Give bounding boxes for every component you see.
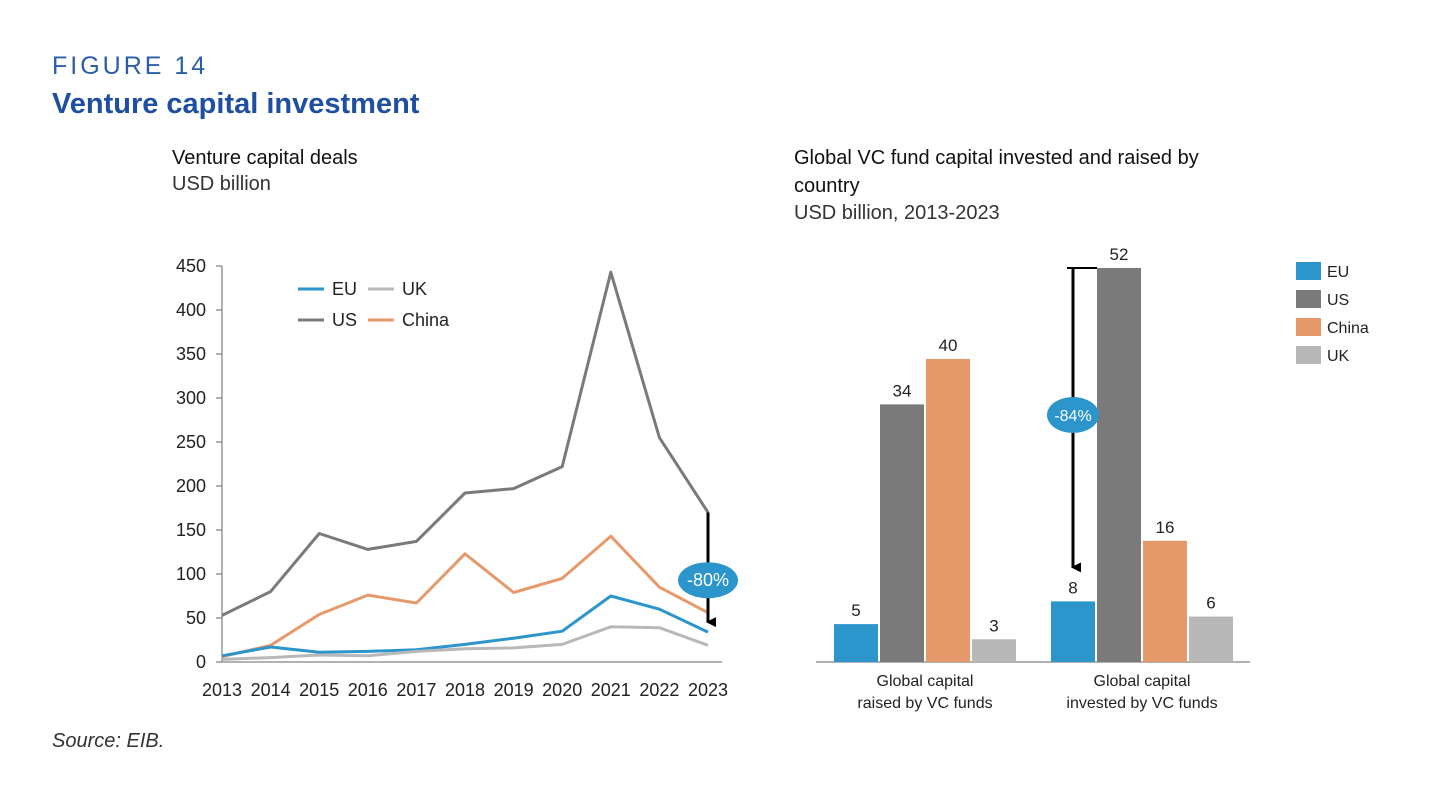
figure-label: FIGURE 14 — [52, 52, 209, 80]
bar-value-label: 3 — [989, 616, 998, 635]
bar-us-1 — [880, 404, 924, 662]
bar-chart-title: Global VC fund capital invested and rais… — [794, 147, 1199, 197]
bar-value-label: 6 — [1206, 594, 1215, 613]
x-tick-label: 2013 — [202, 680, 242, 700]
line-chart-title: Venture capital deals — [172, 147, 358, 169]
bar-value-label: 52 — [1110, 245, 1129, 264]
bar-value-label: 8 — [1068, 578, 1077, 597]
legend-label-china: China — [402, 310, 450, 330]
y-tick-label: 300 — [176, 388, 206, 408]
x-tick-label: 2019 — [494, 680, 534, 700]
bar-chart-subtitle: USD billion, 2013-2023 — [794, 202, 1000, 224]
x-tick-label: 2018 — [445, 680, 485, 700]
bar-eu-1 — [834, 624, 878, 662]
bar-legend-label-us: US — [1327, 292, 1349, 309]
bar-us-2 — [1097, 268, 1141, 662]
x-tick-label: 2020 — [542, 680, 582, 700]
x-tick-label: 2023 — [688, 680, 728, 700]
legend-label-eu: EU — [332, 279, 357, 299]
x-tick-label: 2015 — [299, 680, 339, 700]
bar-value-label: 40 — [939, 336, 958, 355]
y-tick-label: 0 — [196, 652, 206, 672]
x-tick-label: 2017 — [396, 680, 436, 700]
bar-value-label: 16 — [1156, 518, 1175, 537]
bar-value-label: 34 — [893, 381, 912, 400]
category-label: invested by VC funds — [1066, 695, 1217, 712]
category-label: raised by VC funds — [857, 695, 992, 712]
y-tick-label: 200 — [176, 476, 206, 496]
y-tick-label: 150 — [176, 520, 206, 540]
y-tick-label: 350 — [176, 344, 206, 364]
bar-legend-swatch-uk — [1296, 346, 1321, 364]
bar-china-1 — [926, 358, 970, 662]
y-tick-label: 250 — [176, 432, 206, 452]
series-line-uk — [221, 625, 709, 661]
bar-uk-2 — [1189, 616, 1233, 662]
y-tick-label: 450 — [176, 256, 206, 276]
line-chart-subtitle: USD billion — [172, 173, 271, 195]
bar-china-2 — [1143, 540, 1187, 662]
y-tick-label: 100 — [176, 564, 206, 584]
bar-legend-swatch-eu — [1296, 262, 1321, 280]
y-tick-label: 50 — [186, 608, 206, 628]
figure-title: Venture capital investment — [52, 88, 420, 120]
x-tick-label: 2014 — [251, 680, 291, 700]
x-tick-label: 2021 — [591, 680, 631, 700]
legend-label-us: US — [332, 310, 357, 330]
category-label: Global capital — [1094, 673, 1191, 690]
y-tick-label: 400 — [176, 300, 206, 320]
bar-value-label: 5 — [851, 601, 860, 620]
annotation-badge-label: -80% — [687, 570, 729, 590]
annotation-badge — [678, 562, 738, 599]
annotation-badge-bar — [1047, 397, 1099, 433]
bar-uk-1 — [972, 639, 1016, 662]
bar-legend-swatch-us — [1296, 290, 1321, 308]
bar-legend-label-eu: EU — [1327, 264, 1349, 281]
x-tick-label: 2016 — [348, 680, 388, 700]
bar-legend-label-uk: UK — [1327, 348, 1350, 365]
legend-label-uk: UK — [402, 279, 427, 299]
bar-eu-2 — [1051, 601, 1095, 662]
series-line-us — [221, 270, 710, 617]
series-line-eu — [221, 594, 709, 658]
category-label: Global capital — [877, 673, 974, 690]
series-line-china — [221, 534, 709, 659]
x-tick-label: 2022 — [639, 680, 679, 700]
source-note: Source: EIB. — [52, 730, 165, 752]
bar-legend-swatch-china — [1296, 318, 1321, 336]
bar-legend-label-china: China — [1327, 320, 1369, 337]
annotation-badge-bar-label: -84% — [1054, 408, 1091, 425]
